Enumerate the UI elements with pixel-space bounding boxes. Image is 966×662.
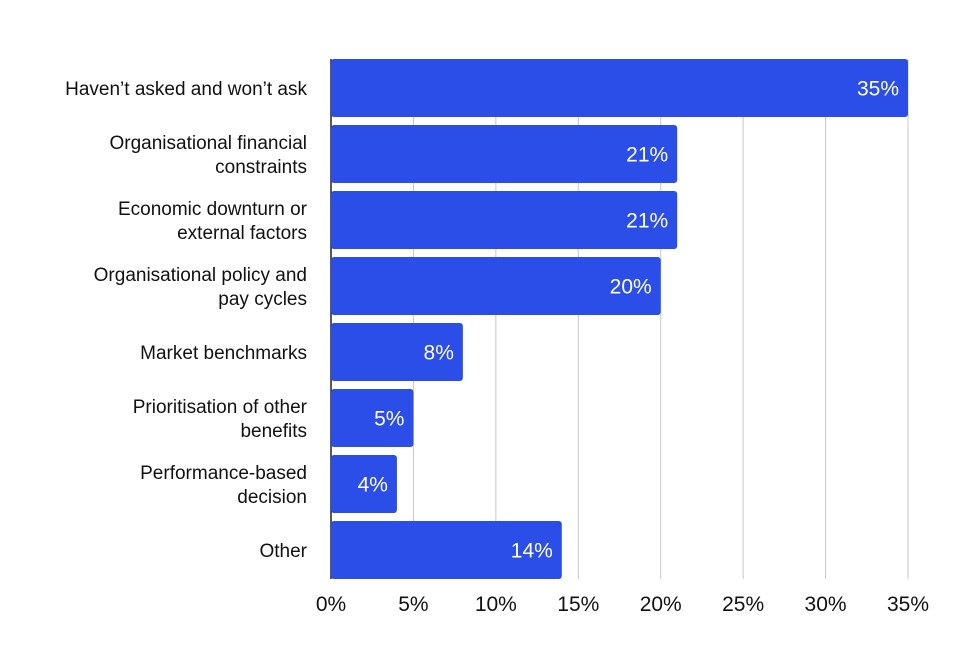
category-label: Organisational policy and pay cycles [94, 265, 307, 310]
bar-value-label: 20% [610, 276, 652, 299]
category-label-line: Organisational financial [109, 133, 307, 154]
bar-value-label: 5% [374, 408, 404, 431]
bar-value-label: 21% [626, 144, 668, 167]
bar-value-label: 35% [857, 78, 899, 101]
bar [331, 521, 562, 579]
category-label-line: decision [237, 487, 307, 508]
bar [331, 257, 661, 315]
category-label-line: Market benchmarks [140, 343, 307, 364]
bar-value-label: 21% [626, 210, 668, 233]
category-label: Economic downturn or external factors [118, 199, 308, 244]
category-label-line: external factors [177, 223, 307, 244]
bar [331, 455, 397, 513]
category-label-line: Economic downturn or [118, 199, 308, 220]
category-label-line: Performance-based [140, 463, 307, 484]
x-tick-label: 30% [805, 593, 847, 616]
category-label-line: Other [259, 541, 307, 562]
category-label-line: pay cycles [218, 289, 307, 310]
bar [331, 323, 463, 381]
x-tick-label: 0% [316, 593, 346, 616]
bar-value-label: 4% [358, 474, 388, 497]
category-label-line: benefits [240, 421, 307, 442]
x-tick-label: 25% [722, 593, 764, 616]
label-layer: 35% Haven’t asked and won’t ask 21% Organis… [65, 78, 899, 563]
x-tick-label: 20% [640, 593, 682, 616]
bar-value-label: 8% [424, 342, 454, 365]
category-label: Market benchmarks [140, 343, 307, 364]
category-label: Prioritisation of other benefits [133, 397, 308, 442]
category-label-line: Haven’t asked and won’t ask [65, 79, 307, 100]
category-label: Other [259, 541, 307, 562]
category-label: Haven’t asked and won’t ask [65, 79, 307, 100]
x-tick-label: 10% [475, 593, 517, 616]
bar-value-label: 14% [511, 540, 553, 563]
category-label: Performance-based decision [140, 463, 307, 508]
bar [331, 125, 678, 183]
bar [331, 389, 414, 447]
bar [331, 191, 678, 249]
tick-layer: 0% 5% 10% 15% 20% 25% 30% 35% [316, 593, 929, 616]
category-label: Organisational financial constraints [109, 133, 307, 178]
x-tick-label: 15% [557, 593, 599, 616]
bar-layer [331, 59, 908, 579]
x-tick-label: 5% [398, 593, 428, 616]
category-label-line: constraints [215, 157, 307, 178]
category-label-line: Prioritisation of other [133, 397, 308, 418]
x-tick-label: 35% [887, 593, 929, 616]
bar [331, 59, 908, 117]
category-label-line: Organisational policy and [94, 265, 307, 286]
